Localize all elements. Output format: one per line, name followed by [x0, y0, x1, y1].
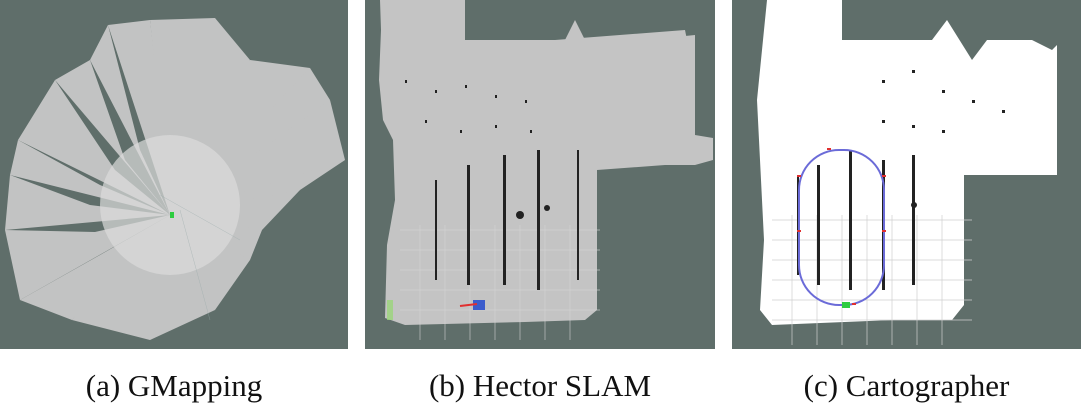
cartographer-map-image [732, 0, 1081, 349]
robot-marker [842, 302, 850, 308]
gmapping-map-image [0, 0, 348, 349]
caption-gmapping: (a) GMapping [85, 368, 263, 403]
trajectory-loop [798, 149, 885, 306]
cartographer-map-panel [732, 0, 1081, 349]
robot-marker [170, 212, 174, 218]
hector-slam-map-panel [365, 0, 715, 349]
gmapping-map-panel [0, 0, 348, 349]
caption-cartographer: (c) Cartographer [803, 368, 1010, 403]
robot-marker [473, 300, 485, 310]
hector-slam-map-image [365, 0, 715, 349]
caption-hector-slam: (b) Hector SLAM [428, 368, 652, 403]
